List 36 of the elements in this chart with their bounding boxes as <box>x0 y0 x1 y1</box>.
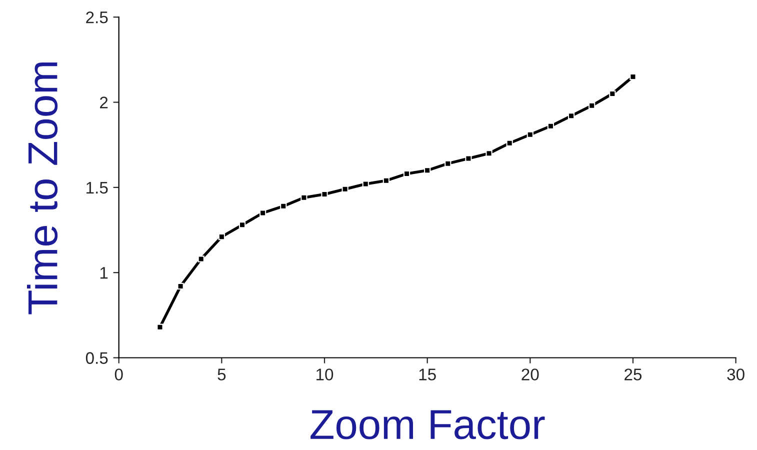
point <box>547 122 554 130</box>
point <box>403 170 410 178</box>
point <box>568 112 575 120</box>
point <box>465 155 472 162</box>
point <box>300 194 308 201</box>
y-tick-label: 2 <box>100 96 108 108</box>
y-axis-title: Time to Zoom <box>26 62 58 314</box>
x-tick-label: 5 <box>218 368 226 380</box>
x-tick-label: 20 <box>522 368 539 380</box>
point <box>526 131 534 138</box>
point <box>362 180 369 188</box>
y-tick-label: 1.5 <box>86 182 108 194</box>
x-tick-label: 10 <box>316 368 334 380</box>
point <box>382 177 390 184</box>
point <box>156 324 164 330</box>
point <box>588 102 596 109</box>
point <box>486 150 492 157</box>
x-axis-title: Zoom Factor <box>310 410 545 440</box>
y-tick-label: 1 <box>100 267 108 279</box>
point <box>342 186 348 192</box>
point <box>260 210 266 216</box>
y-tick-label: 0.5 <box>86 352 108 364</box>
point <box>506 140 513 146</box>
point <box>177 282 184 290</box>
x-tick-label: 30 <box>727 368 744 380</box>
point <box>609 90 616 98</box>
x-tick-label: 25 <box>624 368 642 380</box>
x-tick-label: 15 <box>419 368 436 380</box>
point <box>198 256 204 262</box>
point <box>238 222 246 228</box>
x-tick-label: 0 <box>114 368 123 380</box>
point <box>444 160 452 167</box>
y-tick-label: 2.5 <box>86 12 108 24</box>
point <box>218 234 225 240</box>
point <box>280 202 287 210</box>
point <box>424 167 431 174</box>
